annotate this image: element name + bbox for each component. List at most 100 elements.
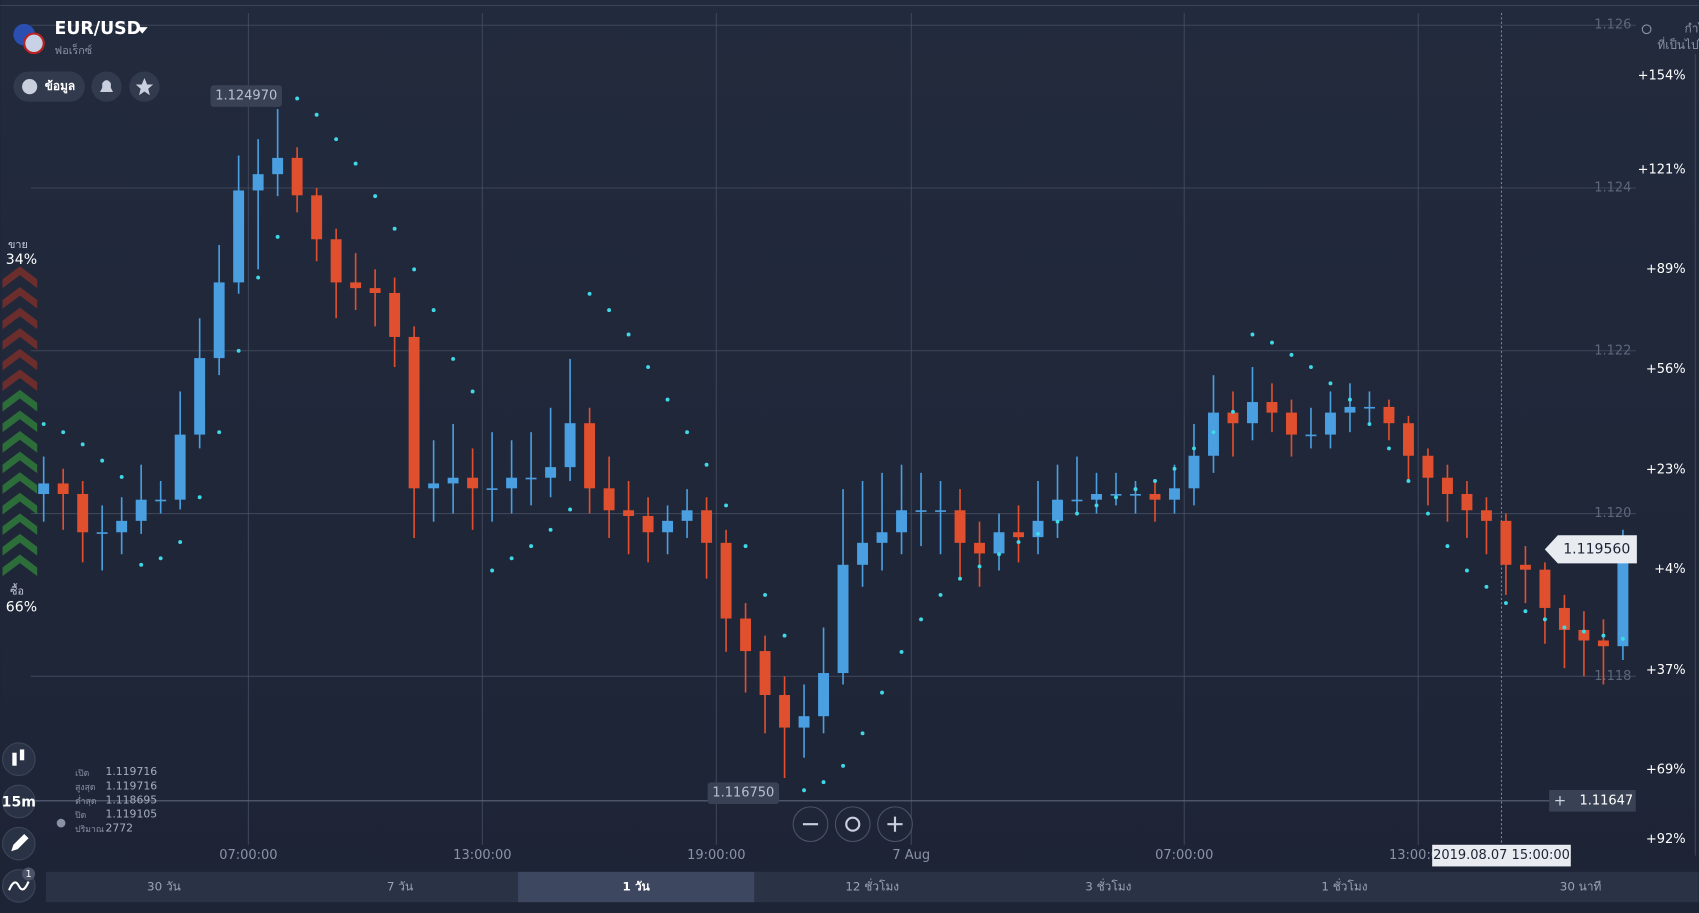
- info-button[interactable]: [13, 71, 85, 102]
- candle-body: [1325, 412, 1336, 435]
- star-icon: [135, 77, 154, 96]
- sar-dot: [548, 527, 553, 532]
- candle-body: [1013, 532, 1024, 538]
- candle-body: [330, 239, 342, 283]
- period-button[interactable]: 30 นาที: [1560, 880, 1602, 894]
- info-value: 2772: [105, 822, 133, 835]
- info-value: 1.119105: [105, 807, 157, 820]
- payout-label: +69%: [1646, 763, 1686, 778]
- sar-dot: [1114, 495, 1118, 500]
- sar-dot: [529, 544, 534, 549]
- flag-us: [23, 32, 45, 55]
- candle-body: [1422, 455, 1434, 478]
- candle-body: [1091, 494, 1102, 500]
- period-active: [518, 871, 755, 903]
- period-button[interactable]: 7 วัน: [387, 880, 413, 894]
- candle-body: [798, 716, 810, 728]
- candle-body: [57, 483, 69, 495]
- sar-dot: [899, 649, 904, 654]
- sar-dot: [860, 731, 865, 736]
- candle-body: [584, 423, 596, 489]
- candle-body: [623, 510, 635, 516]
- info-panel: เปิด 1.119716 สูงสุด 1.119716 ต่ำสุด 1.118695…: [56, 765, 157, 835]
- sentiment-chevron: [2, 410, 38, 433]
- candle-body: [1617, 549, 1629, 647]
- sar-dot: [373, 194, 378, 199]
- sar-dot: [334, 137, 339, 142]
- chart-type-icon: [19, 749, 25, 761]
- sar-dot: [1309, 365, 1313, 369]
- candle-body: [38, 483, 50, 495]
- sentiment-chevron: [2, 451, 38, 474]
- sar-dot: [275, 234, 280, 239]
- candle-body: [467, 477, 479, 489]
- sar-dot: [743, 544, 748, 549]
- timeframe[interactable]: 15m: [2, 795, 36, 811]
- current-price-tag: [1544, 535, 1637, 564]
- recenter[interactable]: [834, 806, 871, 843]
- candle-body: [740, 618, 752, 652]
- symbol[interactable]: EUR/USD: [55, 19, 141, 39]
- payout-label: +4%: [1654, 562, 1685, 577]
- candle-body: [779, 695, 791, 728]
- payout-label: +121%: [1638, 163, 1686, 178]
- sentiment-chevron: [2, 554, 38, 577]
- candle-body: [1578, 629, 1590, 641]
- sar-dot: [314, 112, 319, 117]
- period-bar-bg: [45, 871, 1699, 903]
- recenter-icon: [845, 816, 861, 832]
- y-tick-label: 1.118: [1594, 669, 1631, 684]
- candle-body: [915, 510, 927, 512]
- current-price-label: 1.119560: [1563, 541, 1630, 557]
- candle-body: [1247, 402, 1258, 424]
- chart-type-button[interactable]: [2, 742, 36, 776]
- candle-body: [876, 532, 888, 543]
- candle-body: [701, 510, 713, 543]
- indicator-icon: [8, 881, 30, 891]
- sar-dot: [1620, 636, 1625, 641]
- candle-body: [954, 510, 966, 543]
- candle-body: [1071, 499, 1083, 502]
- left-tools: 15m 1: [2, 742, 36, 903]
- info-label[interactable]: ข้อมูล: [45, 79, 75, 94]
- symbol-dropdown[interactable]: [136, 27, 148, 34]
- candle-body: [525, 477, 537, 480]
- period-button[interactable]: 12 ชั่วโมง: [845, 879, 899, 894]
- price-tag: [707, 782, 780, 805]
- indicator-count: 1: [25, 869, 31, 880]
- sar-dot: [509, 556, 514, 561]
- sar-dot: [236, 348, 241, 353]
- candle-body: [272, 157, 284, 175]
- period-button[interactable]: 1 ชั่วโมง: [1321, 879, 1367, 894]
- candle-body: [1052, 499, 1063, 521]
- candle-body: [1558, 607, 1570, 630]
- sar-dot: [919, 617, 923, 622]
- indicator-badge: [22, 867, 36, 881]
- crosshair-time: 2019.08.07 15:00:00: [1433, 848, 1570, 863]
- candle-body: [1305, 434, 1317, 437]
- sentiment: ขาย 34% ซื้อ 66%: [2, 238, 38, 616]
- sar-dot: [1562, 625, 1567, 630]
- timeframe-button[interactable]: [2, 784, 36, 819]
- candle-body: [1227, 412, 1239, 424]
- candle-body: [389, 292, 401, 337]
- payout-label: +56%: [1646, 362, 1686, 377]
- sar-dot: [412, 267, 417, 272]
- price-tag-label: 1.124970: [215, 89, 277, 104]
- profit-header-1: กำไร: [1685, 22, 1699, 36]
- candle-body: [1208, 412, 1219, 456]
- info-key: ต่ำสุด: [75, 795, 96, 807]
- candle-body: [720, 542, 732, 619]
- sar-dot: [1484, 584, 1489, 589]
- sar-dot: [451, 356, 456, 361]
- info-value: 1.119716: [105, 779, 157, 792]
- sentiment-chevron: [2, 533, 38, 556]
- sar-dot: [1542, 617, 1547, 622]
- help-icon[interactable]: [1641, 24, 1652, 35]
- period-button[interactable]: 3 ชั่วโมง: [1085, 879, 1131, 894]
- period-button[interactable]: 1 วัน: [623, 880, 651, 894]
- period-button[interactable]: 30 วัน: [147, 880, 181, 894]
- candle-body: [428, 483, 440, 489]
- candle-body: [564, 423, 576, 468]
- crosshair-time-box: [1432, 844, 1571, 867]
